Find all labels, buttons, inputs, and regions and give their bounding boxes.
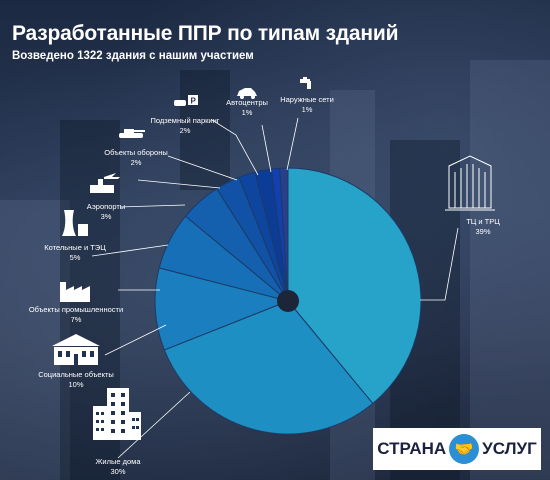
leader-line — [167, 155, 238, 181]
slice-label-name: ТЦ и ТРЦ — [466, 217, 500, 226]
leader-lines — [91, 117, 459, 459]
slice-label-percent: 30% — [110, 467, 125, 476]
slice-label-name: Социальные объекты — [38, 370, 114, 379]
slice-label-name: Автоцентры — [226, 98, 268, 107]
svg-text:P: P — [191, 97, 197, 106]
tank-icon — [119, 129, 145, 138]
leader-line — [211, 119, 259, 176]
leader-line — [91, 244, 169, 257]
slice-label-name: Котельные и ТЭЦ — [44, 243, 106, 252]
background-building — [0, 200, 70, 480]
slice-label-percent: 2% — [180, 126, 191, 135]
leader-line — [117, 391, 191, 459]
chart-subtitle: Возведено 1322 здания с нашим участием — [12, 50, 254, 62]
slice-label-percent: 2% — [131, 158, 142, 167]
pie-center-hole — [277, 290, 299, 312]
pie-slice — [287, 167, 422, 405]
factory-icon — [60, 282, 90, 302]
airport-icon — [90, 173, 120, 193]
slice-label-name: Объекты обороны — [104, 148, 168, 157]
leader-line — [261, 124, 272, 173]
background-building — [180, 70, 230, 190]
leader-line — [286, 117, 299, 171]
brand-logo: СТРАНА 🤝 УСЛУГ — [373, 428, 541, 470]
leader-line — [420, 227, 459, 301]
pie-slice — [154, 267, 290, 351]
brand-text-right: УСЛУГ — [482, 439, 537, 458]
slice-label-percent: 5% — [70, 253, 81, 262]
water-tap-icon — [300, 77, 311, 89]
slice-label-name: Наружные сети — [280, 95, 334, 104]
slice-label-name: Жилые дома — [95, 457, 141, 466]
chart-title: Разработанные ППР по типам зданий — [12, 22, 399, 45]
brand-text-left: СТРАНА — [377, 439, 447, 458]
shopping-center-icon — [445, 155, 495, 211]
leader-line — [104, 324, 167, 356]
handshake-icon: 🤝 — [449, 434, 480, 464]
slice-label-percent: 39% — [475, 227, 490, 236]
pie-slice — [163, 300, 374, 435]
leader-line — [119, 204, 186, 208]
slice-label-name: Аэропорты — [87, 202, 125, 211]
car-icon — [237, 88, 257, 99]
slice-label-name: Объекты промышленности — [29, 305, 123, 314]
slice-label-percent: 3% — [101, 212, 112, 221]
slice-label-percent: 10% — [68, 380, 83, 389]
pie-slices — [154, 167, 422, 435]
background-building — [470, 60, 550, 480]
power-plant-icon — [62, 210, 88, 236]
slice-label-percent: 7% — [71, 315, 82, 324]
leader-line — [137, 179, 221, 189]
slice-label-percent: 1% — [242, 108, 253, 117]
apartment-building-icon — [93, 388, 141, 440]
parking-icon: P — [174, 95, 198, 106]
pie-slice — [279, 167, 289, 302]
slice-label-name: Подземный паркинг — [150, 116, 219, 125]
slice-label-percent: 1% — [302, 105, 313, 114]
school-building-icon — [52, 334, 100, 365]
